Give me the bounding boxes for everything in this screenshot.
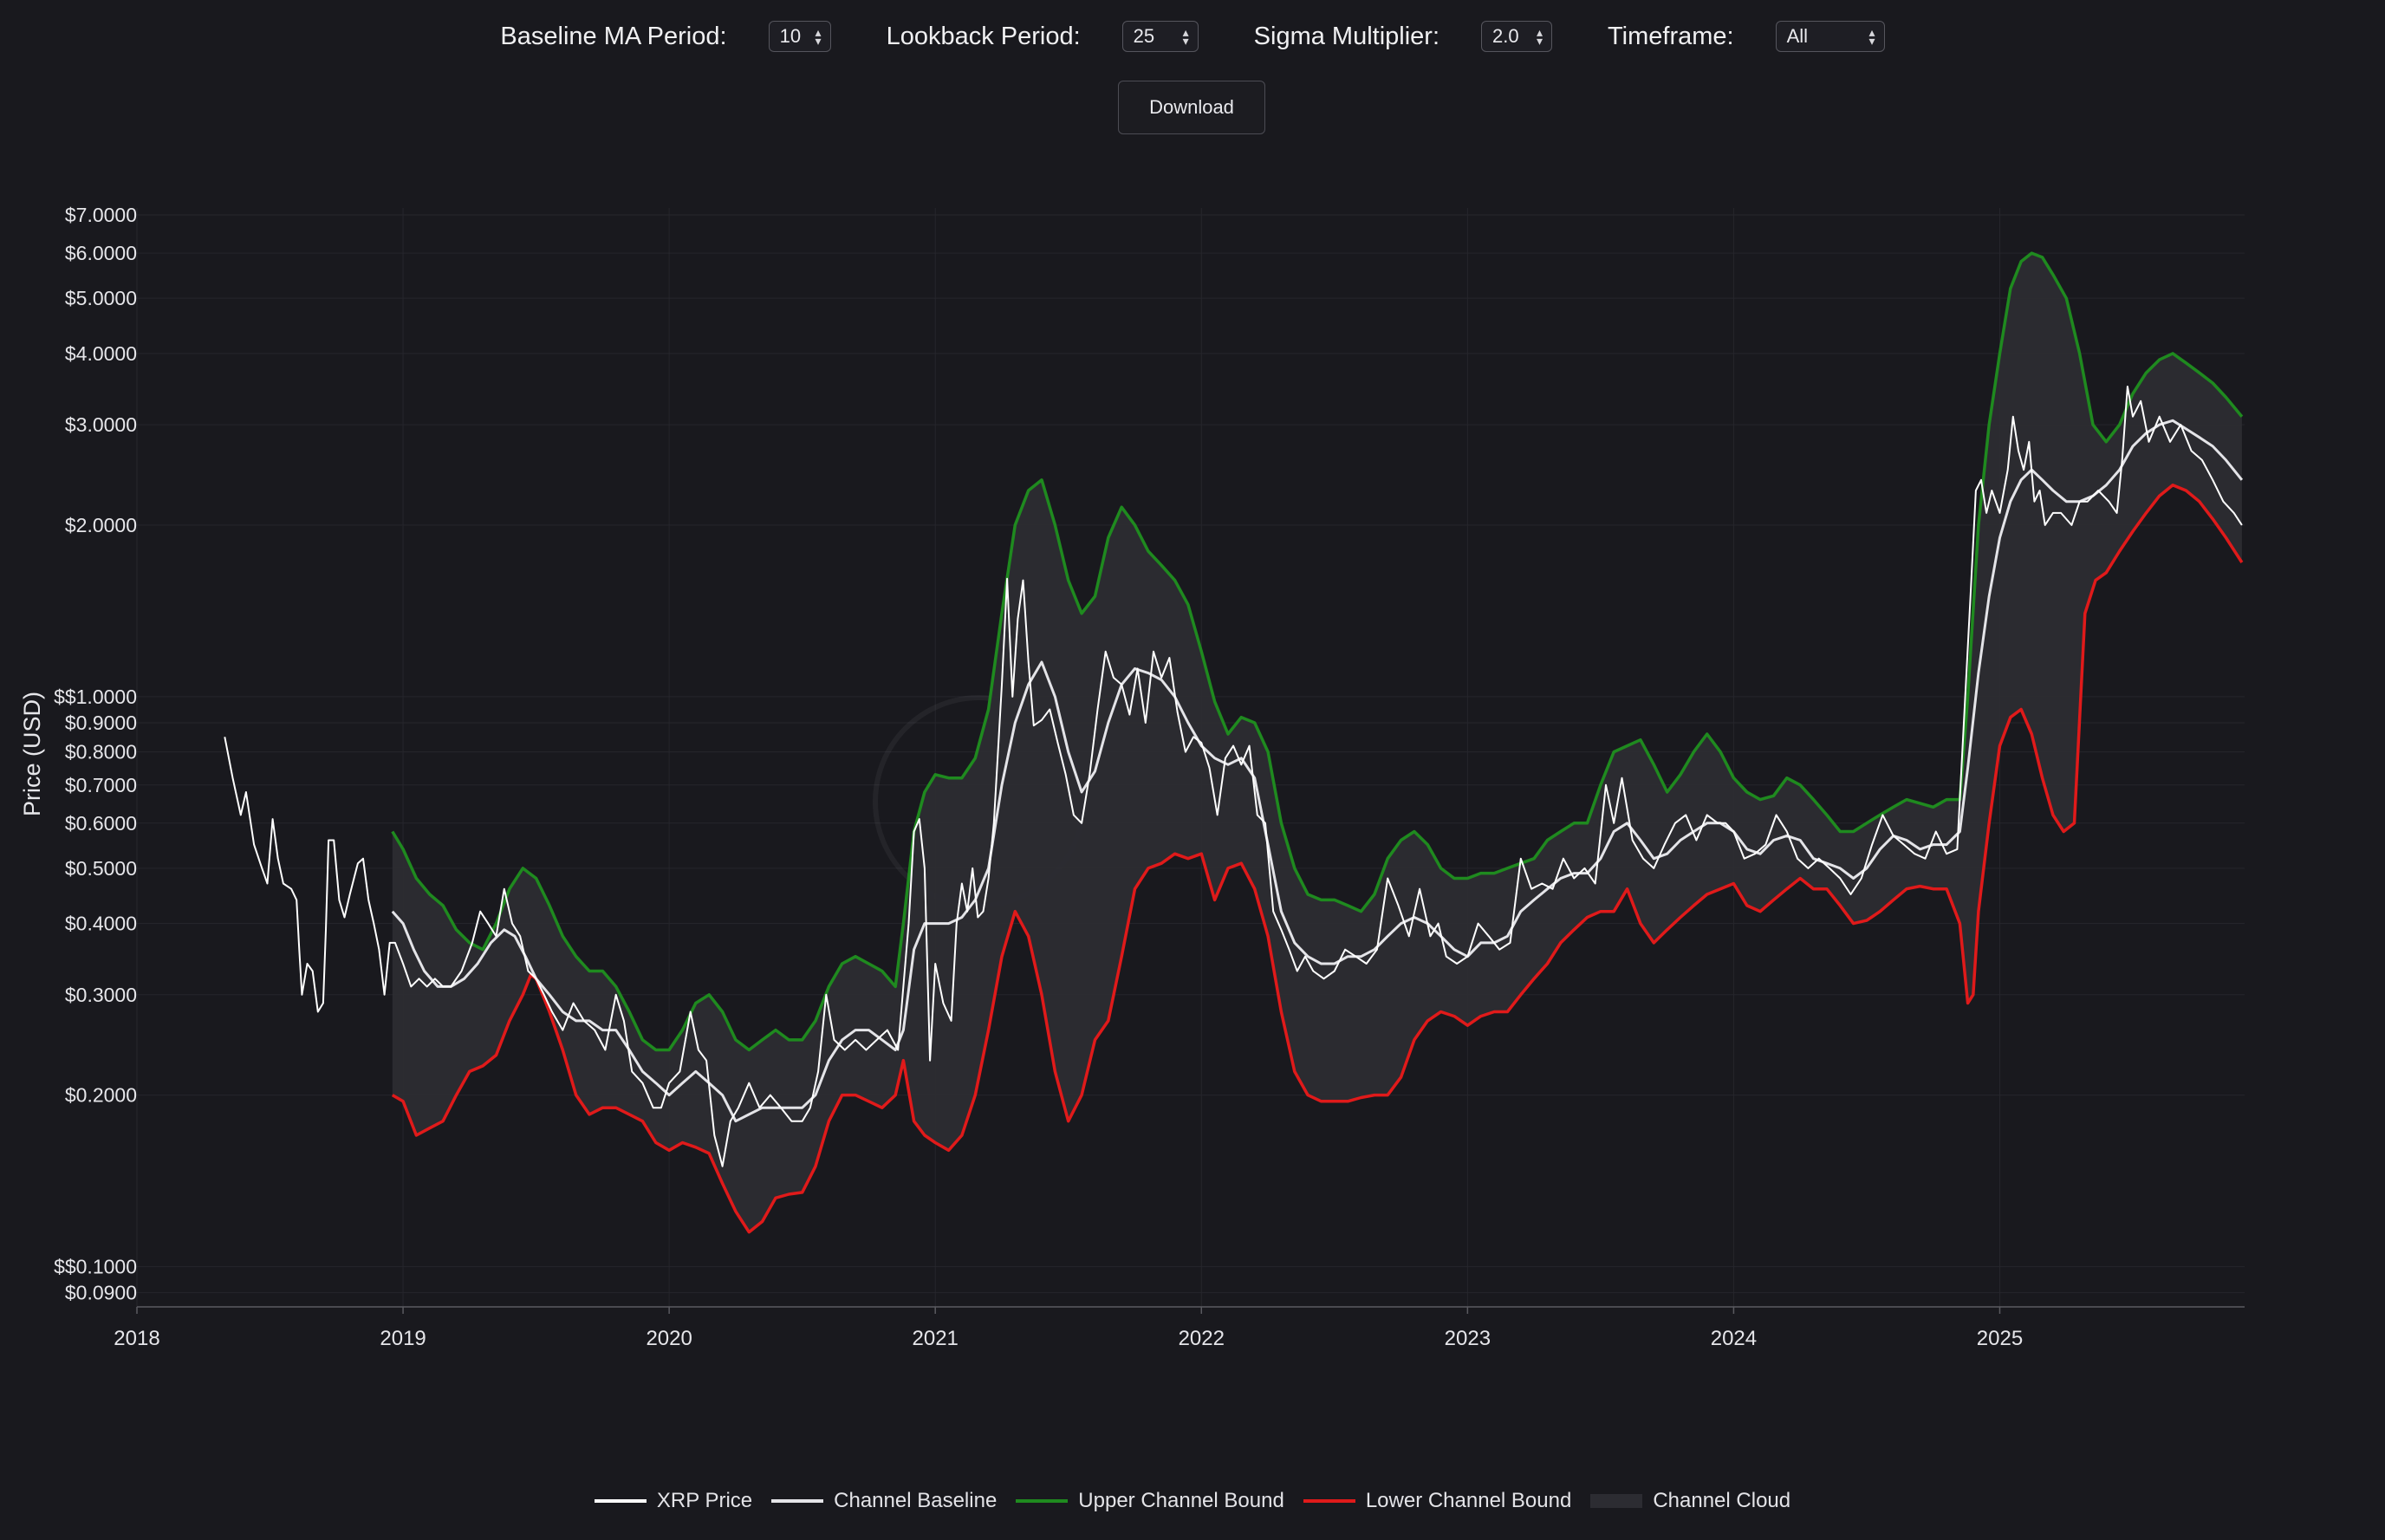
lookback-value: 25 [1133,25,1155,47]
y-axis-label: Price (USD) [19,692,45,816]
legend-item[interactable]: Upper Channel Bound [1016,1489,1284,1513]
timeframe-select[interactable]: All ▴ ▾ [1775,21,1885,52]
sigma-control: Sigma Multiplier: 2.0 ▴ ▾ [1253,21,1553,52]
x-tick-label: 2018 [114,1327,159,1350]
lookback-select[interactable]: 25 ▴ ▾ [1121,21,1199,52]
x-tick-label: 2020 [646,1327,692,1350]
lower-channel-bound-line [391,484,2244,1234]
x-tick-label: 2025 [1977,1327,2023,1350]
y-tick-label: $0.5000 [65,857,137,880]
upper-channel-bound-line [391,251,2244,1052]
y-tick-label: $$0.1000 [54,1256,137,1278]
x-tick-labels: 2018 2019 2020 2021 2022 2023 2024 2025 [114,1307,2023,1350]
y-tick-label: $3.0000 [65,413,137,436]
x-tick-label: 2019 [380,1327,426,1350]
y-tick-label: $2.0000 [65,514,137,536]
timeframe-control: Timeframe: All ▴ ▾ [1608,21,1885,52]
legend-item[interactable]: Channel Baseline [771,1489,997,1513]
channel-baseline-line [391,419,2244,1123]
y-tick-label: $5.0000 [65,287,137,309]
sigma-select[interactable]: 2.0 ▴ ▾ [1481,21,1553,52]
timeframe-value: All [1786,25,1809,47]
legend-swatch [1590,1494,1643,1508]
baseline-ma-select[interactable]: 10 ▴ ▾ [768,21,831,52]
legend-label: Upper Channel Bound [1078,1489,1284,1512]
legend-item[interactable]: Channel Cloud [1590,1489,1790,1513]
y-tick-label: $0.3000 [65,984,137,1006]
y-tick-label: $0.8000 [65,741,137,764]
y-tick-label: $0.4000 [65,913,137,935]
sigma-value: 2.0 [1492,25,1519,47]
y-tick-label: $0.7000 [65,774,137,796]
download-button[interactable]: Download [1118,81,1265,134]
grid-lines [136,208,2245,1307]
baseline-ma-value: 10 [779,25,802,47]
legend-item[interactable]: Lower Channel Bound [1303,1489,1572,1513]
legend-label: Lower Channel Bound [1365,1489,1572,1512]
timeframe-label: Timeframe: [1608,22,1734,50]
y-tick-label: $6.0000 [65,242,137,264]
chart-legend: XRP Price Channel Baseline Upper Channel B… [0,1484,2385,1518]
y-tick-label: $7.0000 [65,204,137,226]
xrp-price-line [224,386,2243,1167]
x-tick-label: 2024 [1711,1327,1757,1350]
y-tick-label: $0.2000 [65,1084,137,1107]
legend-swatch [1303,1499,1355,1503]
x-tick-label: 2023 [1445,1327,1491,1350]
legend-swatch [771,1499,824,1503]
y-tick-labels: $7.0000 $6.0000 $5.0000 $4.0000 $3.0000 $2.00… [54,204,137,1304]
updown-icon: ▴ ▾ [1182,25,1189,48]
y-tick-label: $0.0900 [65,1282,137,1304]
lookback-control: Lookback Period: 25 ▴ ▾ [887,21,1199,52]
baseline-ma-control: Baseline MA Period: 10 ▴ ▾ [500,21,831,52]
controls-bar: Baseline MA Period: 10 ▴ ▾ Lookback Perio… [0,12,2385,61]
baseline-ma-label: Baseline MA Period: [500,22,727,50]
legend-swatch [594,1499,647,1503]
y-tick-label: $0.6000 [65,812,137,835]
legend-label: Channel Cloud [1653,1489,1791,1512]
legend-label: Channel Baseline [834,1489,998,1512]
legend-label: XRP Price [656,1489,753,1512]
lookback-label: Lookback Period: [886,22,1081,50]
channel-cloud [392,253,2242,1232]
y-tick-label: $4.0000 [65,342,137,365]
x-tick-label: 2021 [913,1327,959,1350]
x-tick-label: 2022 [1179,1327,1225,1350]
updown-icon: ▴ ▾ [1536,25,1543,48]
legend-swatch [1016,1499,1069,1503]
updown-icon: ▴ ▾ [815,25,822,48]
updown-icon: ▴ ▾ [1868,25,1875,48]
y-tick-label: $$1.0000 [54,686,137,708]
legend-item[interactable]: XRP Price [594,1489,753,1513]
y-tick-label: $0.9000 [65,712,137,734]
sigma-label: Sigma Multiplier: [1253,22,1440,50]
